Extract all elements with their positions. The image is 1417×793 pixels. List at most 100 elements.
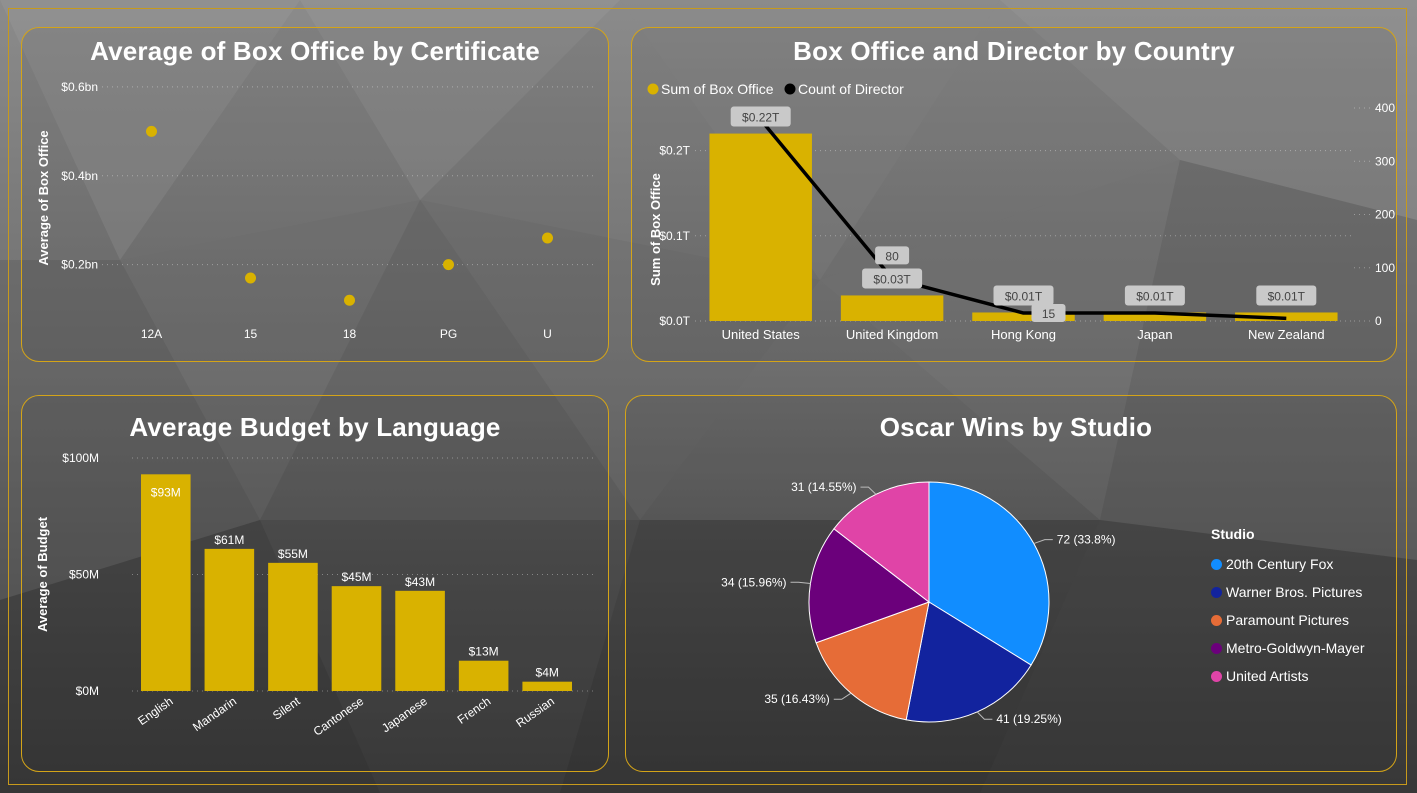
x-tick-label: Hong Kong xyxy=(991,327,1056,342)
data-label: 34 (15.96%) xyxy=(721,575,786,589)
data-label: 35 (16.43%) xyxy=(764,692,829,706)
legend-label: 20th Century Fox xyxy=(1226,556,1334,572)
y-axis-title: Sum of Box Office xyxy=(648,173,663,286)
studio-pie-chart: 72 (33.8%) 41 (19.25%) 35 (16.43%) 34 (15.9… xyxy=(721,480,1116,726)
line-label-bg xyxy=(875,246,910,265)
data-label-bg xyxy=(730,106,791,127)
y-tick-label: $0.2T xyxy=(659,144,690,158)
certificate-scatter-panel: Average of Box Office by Certificate $0.… xyxy=(21,27,609,362)
bar xyxy=(709,133,812,321)
data-point xyxy=(344,294,355,306)
y-tick-label: $0M xyxy=(76,684,99,698)
data-label: $0.01T xyxy=(1005,289,1043,303)
legend-label: Metro-Goldwyn-Mayer xyxy=(1226,640,1365,656)
legend-marker xyxy=(1211,586,1222,598)
bar xyxy=(331,586,382,691)
language-bar-panel: Average Budget by Language $0M $50M $100M A… xyxy=(21,395,609,772)
legend-item: United Artists xyxy=(1211,662,1364,690)
data-point xyxy=(443,259,454,271)
y2-tick-label: 400 xyxy=(1375,101,1395,115)
legend-marker xyxy=(784,83,796,95)
line-label-bg xyxy=(1031,304,1066,323)
legend-item: Paramount Pictures xyxy=(1211,606,1364,634)
data-label-bg xyxy=(1256,285,1317,306)
x-tick-label: 18 xyxy=(343,327,357,341)
data-label: $0.01T xyxy=(1268,289,1306,303)
leader-line xyxy=(1033,539,1053,545)
data-label-bg xyxy=(993,285,1054,306)
y2-tick-label: 0 xyxy=(1375,314,1382,328)
x-tick-label: New Zealand xyxy=(1248,327,1325,342)
data-label: $0.22T xyxy=(742,111,780,125)
legend-label: United Artists xyxy=(1226,668,1309,684)
legend-label: Warner Bros. Pictures xyxy=(1226,584,1363,600)
legend-marker xyxy=(647,83,659,95)
y-tick-label: $0.2bn xyxy=(61,258,98,272)
x-tick-label: Mandarin xyxy=(190,694,239,734)
panel-title: Box Office and Director by Country xyxy=(793,36,1235,66)
panel-title: Average of Box Office by Certificate xyxy=(90,36,540,66)
line-label: 15 xyxy=(1042,307,1056,321)
data-label: 41 (19.25%) xyxy=(996,712,1061,726)
legend-title: Studio xyxy=(1211,526,1255,542)
data-label: $13M xyxy=(469,645,499,659)
data-point xyxy=(146,125,157,137)
country-combo-panel: Box Office and Director by Country Sum o… xyxy=(631,27,1397,362)
x-tick-label: English xyxy=(135,694,175,728)
y-tick-label: $0.6bn xyxy=(61,80,98,94)
legend-label: Count of Director xyxy=(798,81,904,97)
data-label-bg xyxy=(862,268,923,289)
x-tick-label: PG xyxy=(440,327,457,341)
legend-marker xyxy=(1211,670,1222,682)
x-tick-label: Japan xyxy=(1137,327,1172,342)
legend: Sum of Box Office Count of Director xyxy=(647,81,904,97)
leader-line xyxy=(790,581,811,584)
data-label: $61M xyxy=(214,533,244,547)
data-label: $0.01T xyxy=(1136,289,1174,303)
data-label: $0.03T xyxy=(873,272,911,286)
bar xyxy=(140,474,191,691)
data-label: $4M xyxy=(536,666,559,680)
panel-title: Average Budget by Language xyxy=(129,412,501,442)
panel-title: Oscar Wins by Studio xyxy=(879,412,1153,442)
y-tick-label: $0.4bn xyxy=(61,169,98,183)
legend-item: Metro-Goldwyn-Mayer xyxy=(1211,634,1364,662)
studio-pie-panel: Oscar Wins by Studio 72 (33.8%) 41 (19.25… xyxy=(625,395,1397,772)
data-point xyxy=(245,272,256,284)
legend-marker xyxy=(1211,642,1222,654)
x-tick-label: French xyxy=(455,694,494,727)
x-tick-label: Russian xyxy=(513,694,557,730)
language-bar-chart: $0M $50M $100M Average of Budget $93M English… xyxy=(35,451,597,739)
data-label: $43M xyxy=(405,575,435,589)
y2-tick-label: 200 xyxy=(1375,208,1395,222)
x-tick-label: United States xyxy=(722,327,801,342)
y-tick-label: $0.1T xyxy=(659,229,690,243)
pie-legend: Studio 20th Century Fox Warner Bros. Pict… xyxy=(1211,526,1364,690)
bar xyxy=(395,590,445,691)
data-label: $93M xyxy=(151,485,181,499)
y2-tick-label: 300 xyxy=(1375,154,1395,168)
leader-line xyxy=(860,486,877,495)
line-series xyxy=(759,118,1287,321)
x-tick-label: United Kingdom xyxy=(846,327,939,342)
x-tick-label: Silent xyxy=(270,694,303,723)
data-label: 72 (33.8%) xyxy=(1057,533,1116,547)
leader-line xyxy=(833,692,852,700)
y-tick-label: $0.0T xyxy=(659,314,690,328)
data-label: $55M xyxy=(278,547,308,561)
legend-marker xyxy=(1211,614,1222,626)
pie-slice xyxy=(928,481,1050,666)
y-axis-title: Average of Budget xyxy=(35,516,50,632)
bar xyxy=(1103,312,1207,321)
certificate-scatter-chart: $0.2bn $0.4bn $0.6bn Average of Box Office 1… xyxy=(36,80,597,341)
legend-label: Sum of Box Office xyxy=(661,81,774,97)
country-combo-chart: Sum of Box Office Count of Director $0.0T $… xyxy=(647,81,1395,342)
x-tick-label: 12A xyxy=(141,327,162,341)
y-tick-label: $100M xyxy=(62,451,99,465)
y2-tick-label: 100 xyxy=(1375,261,1395,275)
bar xyxy=(458,660,509,691)
legend-item: Warner Bros. Pictures xyxy=(1211,578,1364,606)
y-axis-title: Average of Box Office xyxy=(36,130,51,265)
y-tick-label: $50M xyxy=(69,568,99,582)
leader-line xyxy=(976,711,993,720)
